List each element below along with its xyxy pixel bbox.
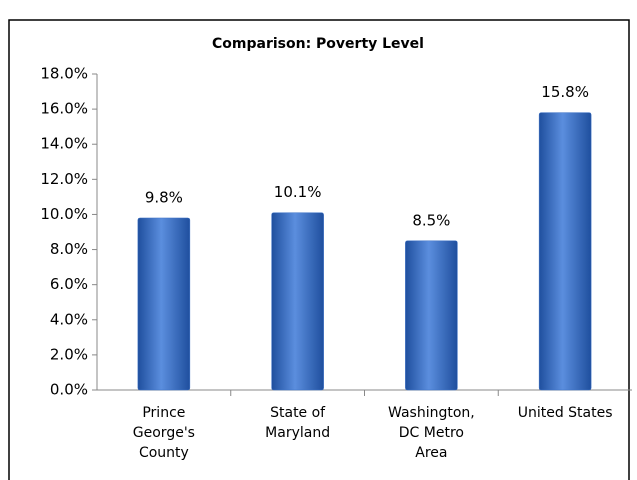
value-label: 8.5% [412, 211, 450, 229]
y-tick-label: 6.0% [50, 275, 88, 293]
bar [538, 112, 592, 391]
x-tick-label: United States [517, 405, 613, 421]
y-tick-label: 4.0% [50, 310, 88, 328]
y-tick-label: 16.0% [40, 100, 88, 118]
y-tick-label: 8.0% [50, 240, 88, 258]
bar [405, 240, 458, 391]
x-tick-label: Prince George's County [132, 405, 195, 461]
x-tick-label: Washington, DC Metro Area [388, 405, 475, 461]
y-tick-label: 0.0% [50, 381, 88, 399]
y-tick-label: 12.0% [40, 170, 88, 188]
y-tick-label: 2.0% [50, 345, 88, 363]
value-label: 15.8% [541, 83, 589, 101]
x-tick-label: State of Maryland [265, 405, 331, 441]
value-label: 10.1% [274, 183, 322, 201]
value-label: 9.8% [145, 188, 183, 206]
y-tick-label: 14.0% [40, 135, 88, 153]
chart-title: Comparison: Poverty Level [212, 36, 424, 52]
y-tick-label: 10.0% [40, 205, 88, 223]
y-tick-label: 18.0% [40, 65, 88, 83]
bar [271, 212, 324, 391]
bar [137, 217, 191, 391]
